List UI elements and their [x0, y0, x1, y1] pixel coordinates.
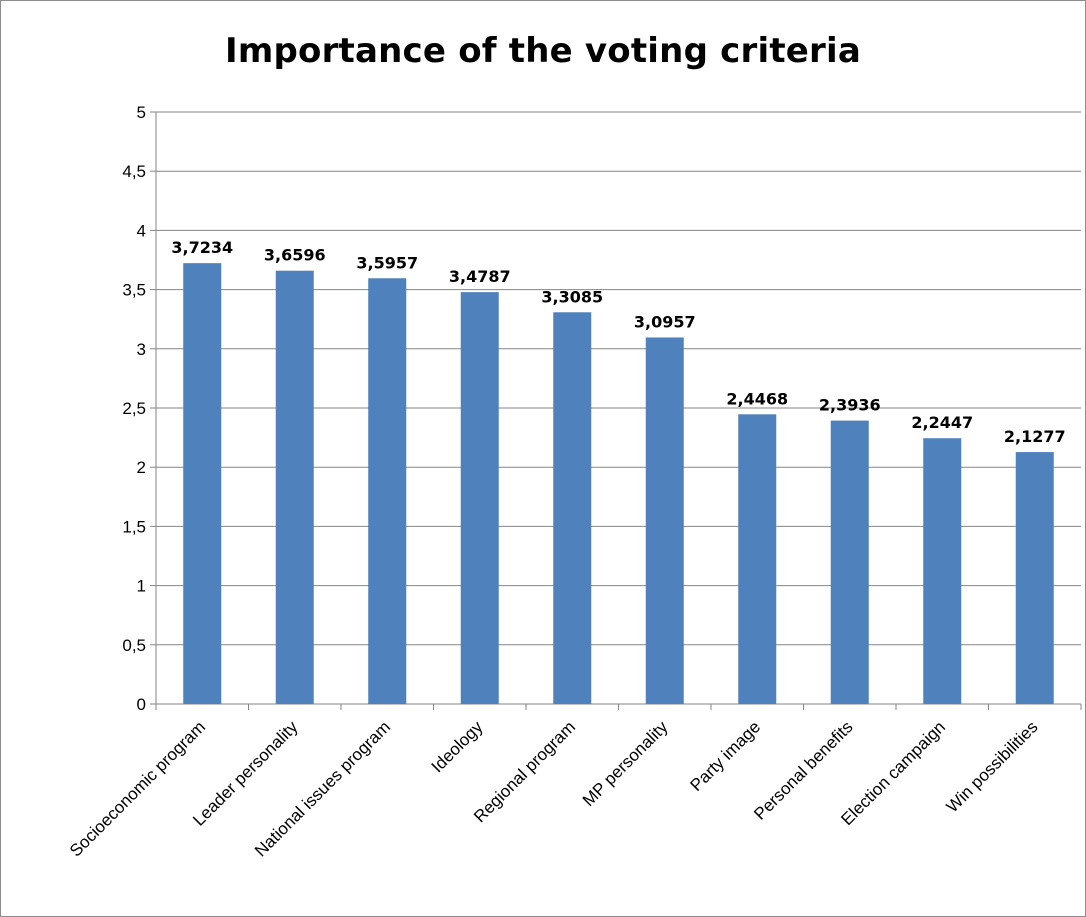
data-label-9: 2,1277 [1004, 427, 1066, 446]
data-label-5: 3,0957 [634, 312, 696, 331]
category-label-7: Personal benefits [750, 717, 856, 823]
bar-2 [368, 278, 407, 704]
y-tick-label-9: 4,5 [122, 162, 146, 181]
chart-title: Importance of the voting criteria [225, 31, 861, 71]
category-label-6: Party image [687, 717, 765, 795]
data-label-7: 2,3936 [819, 396, 881, 415]
y-tick-label-2: 1 [137, 577, 146, 596]
bar-1 [275, 270, 314, 704]
category-label-4: Regional program [470, 717, 579, 826]
data-label-8: 2,2447 [911, 413, 973, 432]
data-label-3: 3,4787 [449, 267, 511, 286]
data-label-0: 3,7234 [171, 238, 233, 257]
data-label-1: 3,6596 [264, 246, 326, 265]
bar-5 [645, 337, 684, 704]
y-tick-label-8: 4 [137, 221, 146, 240]
bar-3 [460, 292, 499, 704]
y-tick-label-1: 0,5 [122, 636, 146, 655]
y-tick-label-7: 3,5 [122, 281, 146, 300]
bar-7 [830, 420, 869, 704]
y-tick-label-6: 3 [137, 340, 146, 359]
y-tick-label-5: 2,5 [122, 399, 146, 418]
y-tick-label-10: 5 [137, 103, 146, 122]
category-label-3: Ideology [428, 717, 487, 776]
bar-9 [1015, 452, 1054, 704]
data-label-4: 3,3085 [541, 287, 603, 306]
data-label-6: 2,4468 [726, 389, 788, 408]
bar-6 [738, 414, 777, 704]
y-tick-label-3: 1,5 [122, 517, 146, 536]
bar-4 [553, 312, 592, 704]
y-tick-label-4: 2 [137, 458, 146, 477]
category-label-5: MP personality [579, 717, 672, 810]
bar-8 [923, 438, 962, 704]
data-label-2: 3,5957 [356, 253, 418, 272]
category-label-0: Socioeconomic program [66, 717, 209, 860]
y-tick-label-0: 0 [137, 695, 146, 714]
category-label-8: Election campaign [837, 717, 949, 829]
category-label-9: Win possibilities [943, 717, 1042, 816]
bar-0 [183, 263, 222, 704]
